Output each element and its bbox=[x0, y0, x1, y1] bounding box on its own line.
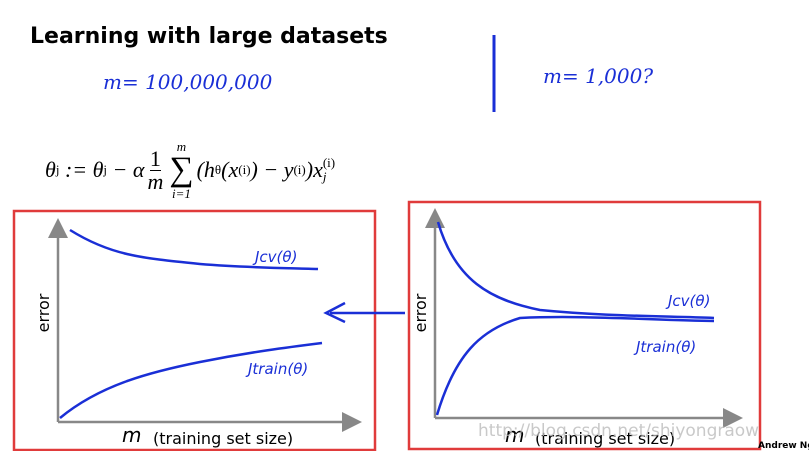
curve bbox=[59, 341, 323, 419]
x-var: m bbox=[505, 423, 524, 447]
sym: (i) bbox=[322, 155, 336, 170]
sym: := θ bbox=[59, 157, 104, 182]
plot-frame bbox=[407, 200, 762, 451]
sym: (h bbox=[196, 157, 215, 182]
sym: 1 bbox=[149, 145, 161, 171]
curve-label: Jcv(θ) bbox=[665, 292, 710, 310]
summation: m ∑ i=1 bbox=[169, 140, 193, 200]
author: Andrew Ng bbox=[758, 441, 809, 451]
x-label: (training set size) bbox=[535, 429, 675, 448]
sym: )x bbox=[305, 157, 323, 182]
y-label: error bbox=[411, 293, 430, 332]
sym: m bbox=[147, 168, 164, 194]
note: m= 100,000,000 bbox=[103, 70, 273, 94]
sym: j bbox=[103, 162, 108, 177]
sym: j bbox=[55, 162, 60, 177]
sym: ∑ bbox=[169, 151, 194, 188]
sym: θ bbox=[214, 162, 222, 177]
sym: i=1 bbox=[172, 186, 191, 201]
watermark: http://blog.csdn.net/shiyongraow bbox=[478, 421, 759, 441]
sym: m bbox=[176, 139, 187, 154]
plot-frame bbox=[12, 209, 377, 451]
sym: (x bbox=[221, 157, 239, 182]
sym: (i) bbox=[293, 162, 306, 177]
sym: j bbox=[322, 169, 327, 184]
curve bbox=[435, 315, 715, 416]
sym: θ bbox=[45, 157, 56, 182]
curve-label: Jtrain(θ) bbox=[245, 360, 308, 378]
sym: (i) bbox=[238, 162, 251, 177]
x-var: m bbox=[122, 423, 141, 447]
slide-title: Learning with large datasets bbox=[30, 24, 388, 49]
note: m= 1,000? bbox=[543, 64, 654, 88]
y-label: error bbox=[34, 293, 53, 332]
sym: ) − y bbox=[250, 157, 294, 182]
curve bbox=[436, 221, 715, 320]
x-label: (training set size) bbox=[153, 429, 293, 448]
curve bbox=[69, 228, 319, 271]
arrow bbox=[323, 301, 405, 324]
sym: − α bbox=[107, 157, 145, 182]
curve-label: Jcv(θ) bbox=[252, 248, 297, 266]
curve-label: Jtrain(θ) bbox=[633, 338, 696, 356]
